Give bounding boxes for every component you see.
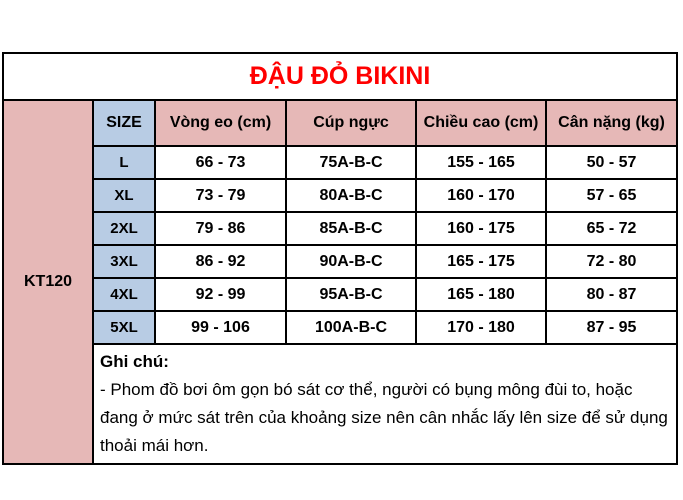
table-row-5xl: 5XL 99 - 106 100A-B-C 170 - 180 87 - 95 — [3, 310, 679, 345]
table-row-2xl: 2XL 79 - 86 85A-B-C 160 - 175 65 - 72 — [3, 211, 679, 246]
size-label: 4XL — [92, 277, 156, 312]
header-cup: Cúp ngực — [285, 99, 417, 147]
title-row: ĐẬU ĐỎ BIKINI — [1, 52, 679, 101]
size-label: L — [92, 145, 156, 180]
header-height: Chiều cao (cm) — [415, 99, 547, 147]
header-weight: Cân nặng (kg) — [544, 99, 679, 147]
weight-value: 72 - 80 — [544, 244, 679, 279]
height-value: 160 - 175 — [415, 211, 547, 246]
waist-value: 79 - 86 — [154, 211, 287, 246]
note-label: Ghi chú: — [100, 352, 169, 371]
height-value: 155 - 165 — [415, 145, 547, 180]
header-waist: Vòng eo (cm) — [154, 99, 287, 147]
weight-value: 50 - 57 — [544, 145, 679, 180]
weight-value: 65 - 72 — [544, 211, 679, 246]
weight-value: 57 - 65 — [544, 178, 679, 213]
waist-value: 86 - 92 — [154, 244, 287, 279]
cup-value: 75A-B-C — [285, 145, 417, 180]
height-value: 160 - 170 — [415, 178, 547, 213]
height-value: 165 - 175 — [415, 244, 547, 279]
cup-value: 80A-B-C — [285, 178, 417, 213]
weight-value: 87 - 95 — [544, 310, 679, 345]
header-row: KT120 SIZE Vòng eo (cm) Cúp ngực Chiều c… — [2, 99, 679, 465]
note-row: Ghi chú: - Phom đồ bơi ôm gọn bó sát cơ … — [3, 343, 679, 465]
waist-value: 73 - 79 — [154, 178, 287, 213]
size-label: XL — [92, 178, 156, 213]
table-row-4xl: 4XL 92 - 99 95A-B-C 165 - 180 80 - 87 — [3, 277, 679, 312]
size-chart-table: ĐẬU ĐỎ BIKINI KT120 SIZE Vòng eo (cm) Cú… — [1, 52, 679, 465]
height-value: 170 - 180 — [415, 310, 547, 345]
size-label: 2XL — [92, 211, 156, 246]
table-row-xl: XL 73 - 79 80A-B-C 160 - 170 57 - 65 — [3, 178, 679, 213]
cup-value: 85A-B-C — [285, 211, 417, 246]
product-code: KT120 — [2, 99, 94, 465]
note-text: - Phom đồ bơi ôm gọn bó sát cơ thể, ngườ… — [100, 380, 668, 455]
table-row-3xl: 3XL 86 - 92 90A-B-C 165 - 175 72 - 80 — [3, 244, 679, 279]
cup-value: 95A-B-C — [285, 277, 417, 312]
cup-value: 90A-B-C — [285, 244, 417, 279]
note-cell: Ghi chú: - Phom đồ bơi ôm gọn bó sát cơ … — [91, 343, 679, 465]
cup-value: 100A-B-C — [285, 310, 417, 345]
weight-value: 80 - 87 — [544, 277, 679, 312]
header-size: SIZE — [92, 99, 156, 147]
waist-value: 99 - 106 — [154, 310, 287, 345]
waist-value: 66 - 73 — [154, 145, 287, 180]
size-label: 3XL — [92, 244, 156, 279]
height-value: 165 - 180 — [415, 277, 547, 312]
chart-title: ĐẬU ĐỎ BIKINI — [1, 52, 679, 101]
waist-value: 92 - 99 — [154, 277, 287, 312]
size-label: 5XL — [92, 310, 156, 345]
table-row-l: L 66 - 73 75A-B-C 155 - 165 50 - 57 — [3, 145, 679, 180]
